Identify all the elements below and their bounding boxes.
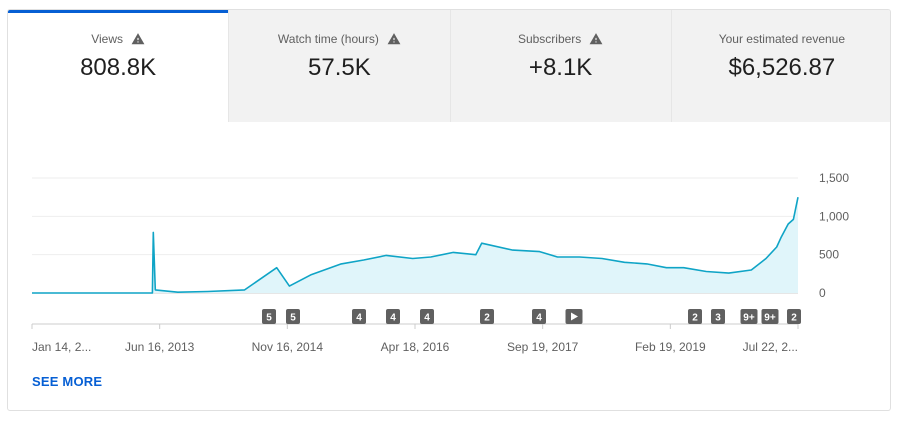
- tab-views[interactable]: Views 808.8K: [8, 10, 229, 122]
- tab-watch-time[interactable]: Watch time (hours) 57.5K: [228, 10, 450, 122]
- event-marker: [420, 309, 434, 324]
- event-marker-label: 5: [266, 313, 272, 324]
- series-area: [32, 197, 798, 293]
- event-marker: [688, 309, 702, 324]
- event-marker: [480, 309, 494, 324]
- event-marker-label: 2: [484, 313, 490, 324]
- analytics-card: Views 808.8K Watch time (hours) 57.5K Su…: [7, 9, 891, 411]
- x-tick-label: Sep 19, 2017: [507, 340, 579, 354]
- y-tick-label: 0: [819, 286, 826, 300]
- event-marker: [532, 309, 546, 324]
- tab-views-value: 808.8K: [80, 54, 157, 81]
- event-marker-label: 4: [424, 313, 430, 324]
- x-tick-label: Jun 16, 2013: [125, 340, 195, 354]
- warning-icon: [387, 33, 401, 45]
- event-marker-label: 2: [692, 313, 698, 324]
- event-marker-label: 4: [390, 313, 396, 324]
- tab-revenue-value: $6,526.87: [728, 54, 836, 81]
- y-tick-label: 500: [819, 248, 839, 262]
- tab-subscribers[interactable]: Subscribers +8.1K: [449, 10, 671, 122]
- event-marker-label: 4: [356, 313, 362, 324]
- y-tick-label: 1,000: [819, 209, 849, 223]
- x-tick-label: Apr 18, 2016: [381, 340, 450, 354]
- event-marker-label: 9+: [743, 313, 755, 324]
- x-tick-label: Jul 22, 2...: [743, 340, 798, 354]
- tab-views-label: Views: [91, 32, 124, 46]
- event-marker-label: 5: [290, 313, 296, 324]
- tab-watch-time-value: 57.5K: [308, 54, 371, 81]
- tab-revenue[interactable]: Your estimated revenue $6,526.87: [670, 10, 890, 122]
- series-line: [32, 197, 799, 294]
- x-tick-label: Jan 14, 2...: [32, 340, 91, 354]
- x-tick-label: Feb 19, 2019: [635, 340, 706, 354]
- tab-subscribers-value: +8.1K: [528, 54, 593, 81]
- event-marker: [286, 309, 300, 324]
- event-marker: [711, 309, 725, 324]
- warning-icon: [589, 33, 603, 45]
- metric-tabs: Views 808.8K Watch time (hours) 57.5K Su…: [8, 10, 890, 122]
- event-marker: [386, 309, 400, 324]
- event-marker-label: 4: [536, 313, 542, 324]
- see-more-link[interactable]: SEE MORE: [32, 374, 103, 389]
- warning-icon: [131, 33, 145, 45]
- event-marker-label: 3: [715, 313, 721, 324]
- play-icon: [571, 312, 578, 321]
- tab-watch-time-label: Watch time (hours): [277, 32, 379, 46]
- event-marker: [787, 309, 801, 324]
- views-line-chart: 0 500 1,000 1,500 Jan 14, 2... Jun 16, 2013 No…: [31, 171, 849, 354]
- event-marker: [352, 309, 366, 324]
- event-marker: [740, 309, 758, 324]
- event-marker-label: 2: [791, 313, 797, 324]
- x-tick-label: Nov 16, 2014: [252, 340, 324, 354]
- y-tick-label: 1,500: [819, 171, 849, 185]
- tab-subscribers-label: Subscribers: [517, 32, 582, 46]
- event-marker: [761, 309, 779, 324]
- event-marker: [262, 309, 276, 324]
- event-marker-label: 9+: [764, 313, 776, 324]
- tab-revenue-label: Your estimated revenue: [718, 32, 846, 46]
